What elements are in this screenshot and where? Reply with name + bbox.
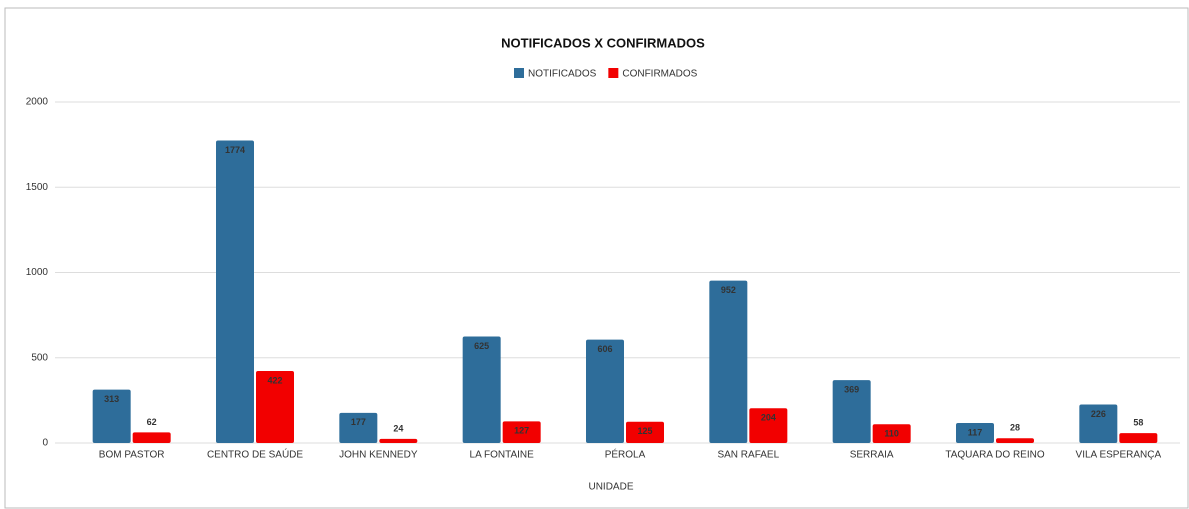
bar (832, 380, 871, 443)
y-tick-label: 2000 (26, 97, 49, 108)
bar (586, 339, 624, 443)
bar (502, 421, 541, 443)
data-label: 369 (844, 384, 859, 394)
bar (379, 438, 418, 443)
data-label: 127 (514, 426, 529, 436)
x-tick-label: CENTRO DE SAÚDE (207, 448, 303, 461)
data-label: 1774 (225, 145, 245, 155)
data-label: 625 (474, 341, 489, 351)
bar (216, 140, 254, 443)
x-tick-label: BOM PASTOR (99, 450, 165, 461)
bar (92, 389, 131, 443)
y-tick-label: 1000 (26, 267, 49, 278)
bar (956, 423, 994, 443)
data-label: 226 (1091, 409, 1106, 419)
data-label: 62 (147, 417, 157, 427)
data-label: 117 (968, 427, 983, 437)
data-label: 422 (267, 375, 282, 385)
y-tick-label: 500 (31, 352, 48, 363)
x-tick-label: SERRAIA (850, 450, 894, 461)
legend-label: CONFIRMADOS (622, 69, 697, 80)
x-tick-label: LA FONTAINE (470, 450, 535, 461)
data-label: 177 (351, 417, 366, 427)
x-tick-label: SAN RAFAEL (717, 450, 779, 461)
data-label: 110 (884, 429, 899, 439)
bar (462, 336, 501, 443)
data-label: 952 (721, 285, 736, 295)
chart-title: NOTIFICADOS X CONFIRMADOS (501, 35, 705, 50)
data-label: 606 (597, 344, 612, 354)
data-label: 58 (1133, 417, 1143, 427)
bar (709, 280, 748, 443)
y-tick-label: 1500 (26, 182, 49, 193)
bar (1119, 433, 1158, 443)
x-tick-label: VILA ESPERANÇA (1076, 450, 1162, 461)
bar (132, 432, 171, 443)
bar (749, 408, 788, 443)
x-tick-label: JOHN KENNEDY (339, 450, 418, 461)
data-label: 204 (761, 413, 776, 423)
bar (996, 438, 1034, 443)
x-tick-label: TAQUARA DO REINO (945, 450, 1044, 461)
data-label: 24 (393, 423, 403, 433)
x-tick-label: PÉROLA (605, 448, 646, 461)
legend-swatch (514, 68, 524, 78)
x-axis-label: UNIDADE (588, 482, 633, 493)
bar (626, 421, 664, 443)
data-label: 313 (104, 394, 119, 404)
legend-swatch (608, 68, 619, 78)
bar (1079, 404, 1118, 443)
y-tick-label: 0 (42, 438, 48, 449)
data-label: 28 (1010, 423, 1020, 433)
legend-label: NOTIFICADOS (528, 69, 597, 80)
bar (256, 371, 294, 443)
bar (872, 424, 911, 443)
bar (339, 412, 378, 443)
data-label: 125 (637, 426, 652, 436)
